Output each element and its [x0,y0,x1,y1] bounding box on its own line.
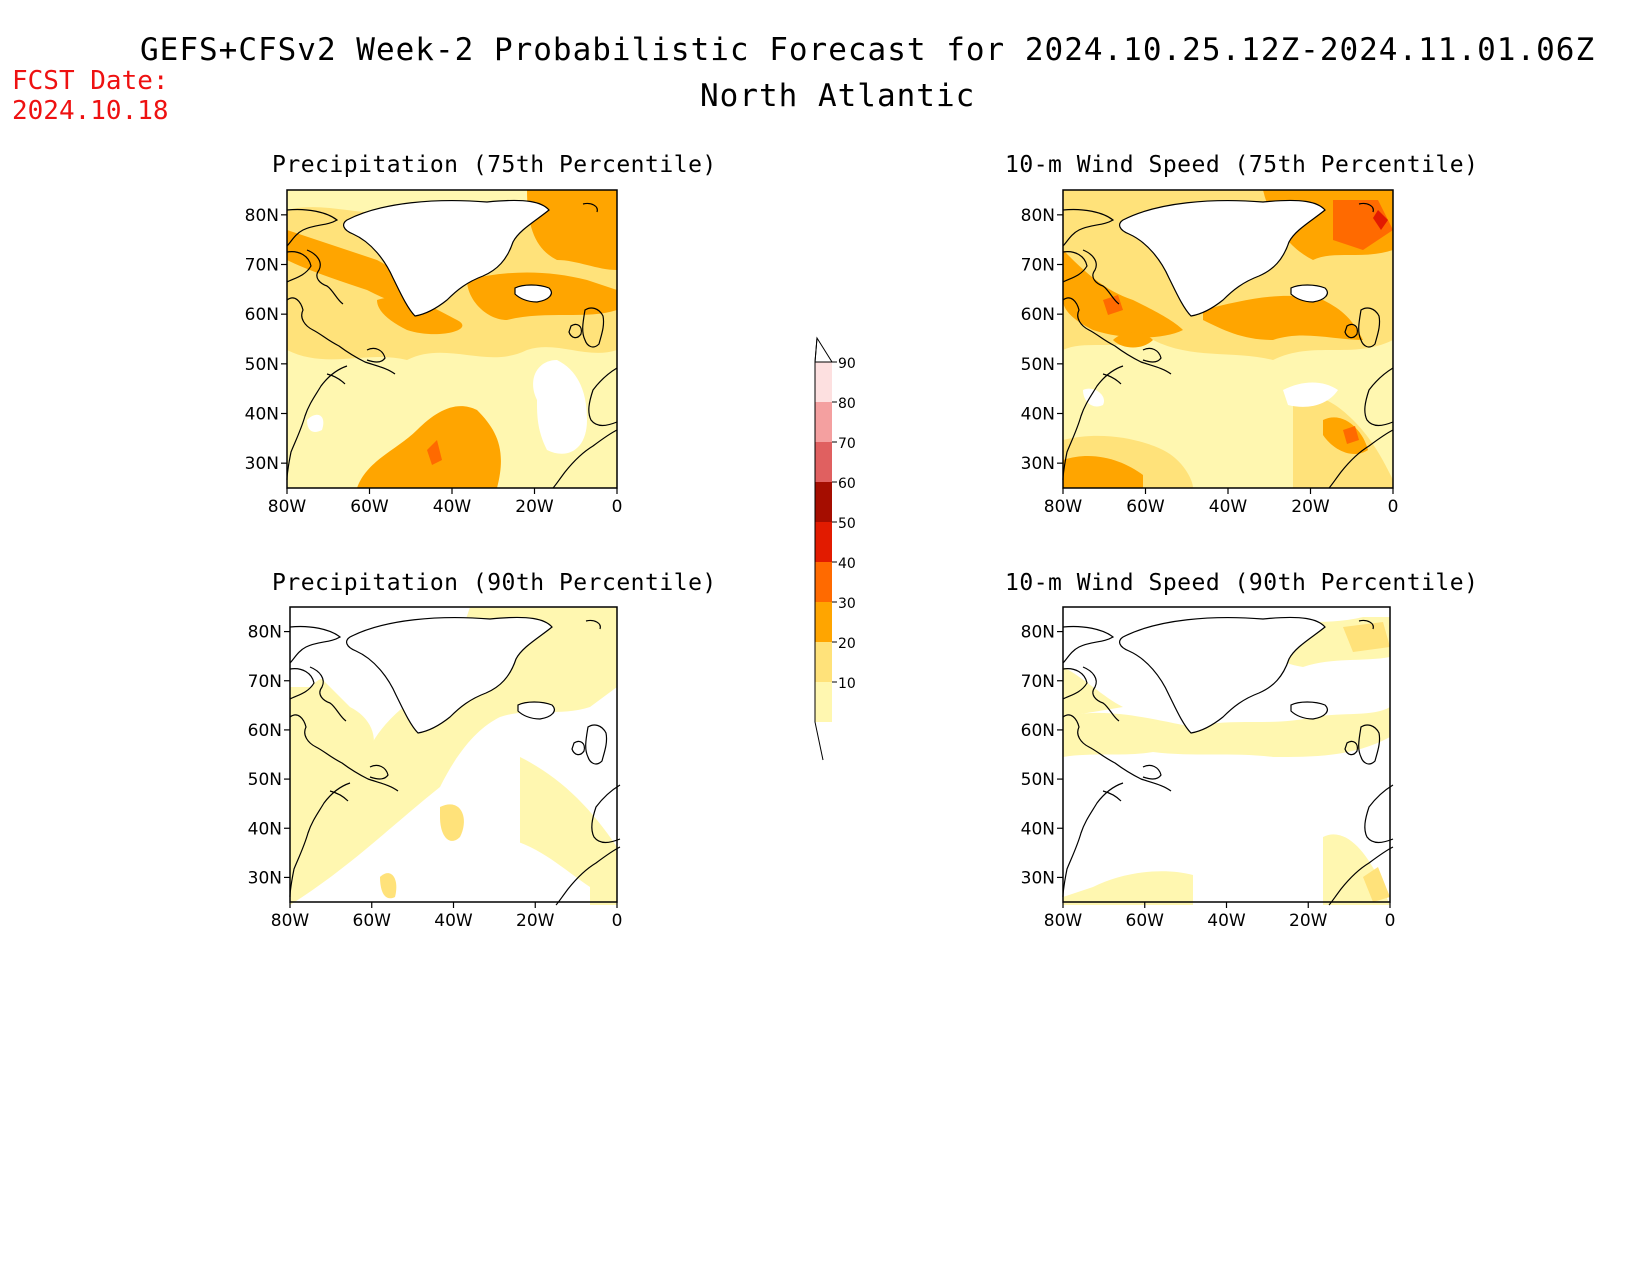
colorbar-legend: 90 80 70 60 50 40 30 20 10 [814,336,856,761]
lat-label: 50N [248,770,282,790]
region-subtitle: North Atlantic [700,78,976,114]
lon-label: 0 [1385,911,1396,931]
lon-label: 60W [350,497,389,517]
lon-label: 60W [1126,911,1165,931]
colorbar-label: 30 [838,596,856,612]
panel-title-wind-75: 10-m Wind Speed (75th Percentile) [1005,152,1479,178]
panel-title-precip-90: Precipitation (90th Percentile) [272,570,717,596]
forecast-date-label: FCST Date: [12,66,169,96]
lat-label: 60N [245,305,279,325]
map-precip-90 [289,606,621,906]
lat-label: 60N [1021,721,1055,741]
lon-label: 40W [1207,911,1246,931]
lon-label: 80W [271,911,310,931]
colorbar-label: 60 [838,476,856,492]
colorbar-label: 90 [838,356,856,372]
lat-label: 70N [248,672,282,692]
colorbar-swatch [815,482,832,522]
lon-label: 20W [1289,911,1328,931]
lon-label: 80W [1044,497,1083,517]
colorbar-bottom-cap [815,722,832,760]
lat-label: 40N [245,405,279,425]
colorbar-swatch [815,682,832,722]
colorbar-swatch [815,362,832,402]
lat-label: 30N [248,868,282,888]
colorbar-swatch [815,522,832,562]
lon-label: 40W [1209,497,1248,517]
colorbar-label: 10 [838,676,856,692]
lat-label: 80N [1021,206,1055,226]
lon-label: 20W [516,911,555,931]
colorbar-label: 70 [838,436,856,452]
lat-label: 30N [245,454,279,474]
lat-label: 50N [1021,770,1055,790]
lat-label: 50N [245,355,279,375]
lat-label: 80N [1021,623,1055,643]
lon-label: 60W [353,911,392,931]
lat-label: 80N [245,206,279,226]
lon-label: 0 [612,497,623,517]
lon-label: 80W [268,497,307,517]
colorbar-swatch [815,402,832,442]
lon-label: 40W [434,911,473,931]
lon-label: 0 [1388,497,1399,517]
colorbar-label: 20 [838,636,856,652]
panel-title-precip-75: Precipitation (75th Percentile) [272,152,717,178]
lat-label: 30N [1021,454,1055,474]
lon-label: 80W [1044,911,1083,931]
lat-label: 40N [248,819,282,839]
lat-label: 30N [1021,868,1055,888]
colorbar-top-cap [814,336,833,363]
colorbar-swatch [815,562,832,602]
forecast-date-value: 2024.10.18 [12,96,169,126]
map-wind-75 [1062,189,1394,489]
colorbar-label: 40 [838,556,856,572]
colorbar-outline [814,337,824,761]
colorbar-swatch [815,602,832,642]
lon-label: 60W [1126,497,1165,517]
map-wind-90 [1062,606,1394,906]
lat-label: 60N [248,721,282,741]
lat-label: 50N [1021,355,1055,375]
lat-label: 70N [1021,256,1055,276]
lon-label: 20W [1291,497,1330,517]
lon-label: 40W [433,497,472,517]
colorbar-swatch [815,442,832,482]
map-precip-75 [286,189,618,489]
panel-title-wind-90: 10-m Wind Speed (90th Percentile) [1005,570,1479,596]
colorbar-swatch [815,642,832,682]
figure-title: GEFS+CFSv2 Week-2 Probabilistic Forecast… [140,32,1596,68]
lat-label: 40N [1021,405,1055,425]
lon-label: 20W [515,497,554,517]
lat-label: 40N [1021,819,1055,839]
colorbar-label: 80 [838,396,856,412]
lat-label: 70N [1021,672,1055,692]
lon-label: 0 [612,911,623,931]
lat-label: 60N [1021,305,1055,325]
lat-label: 70N [245,256,279,276]
lat-label: 80N [248,623,282,643]
colorbar-label: 50 [838,516,856,532]
